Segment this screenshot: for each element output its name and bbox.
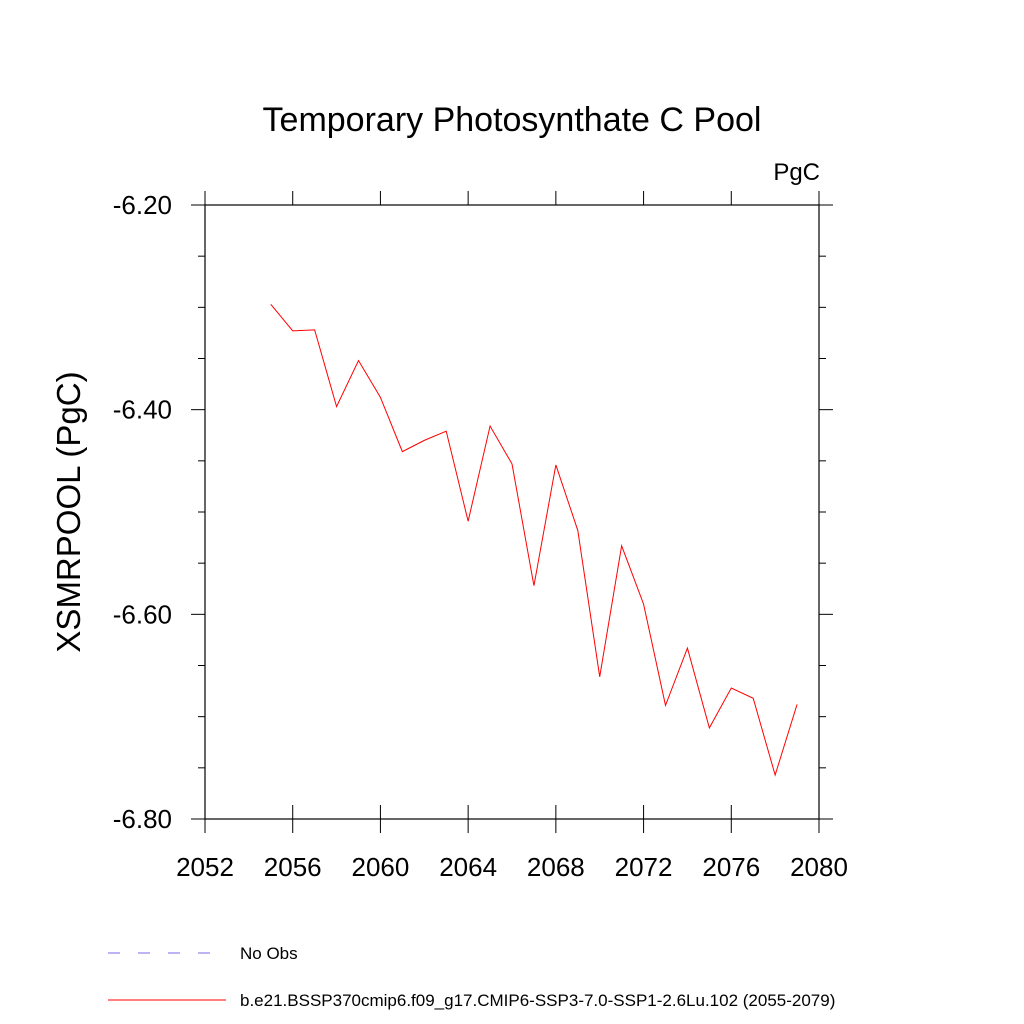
series-group — [270, 303, 798, 777]
x-tick-label: 2056 — [264, 852, 322, 882]
x-tick-label: 2076 — [702, 852, 760, 882]
y-tick-label: -6.60 — [113, 599, 172, 629]
legend-label: b.e21.BSSP370cmip6.f09_g17.CMIP6-SSP3-7.… — [240, 991, 835, 1010]
x-tick-label: 2060 — [352, 852, 410, 882]
legend-label: No Obs — [240, 944, 298, 963]
chart-title: Temporary Photosynthate C Pool — [263, 101, 762, 139]
axis-ticks — [191, 191, 833, 833]
units-label: PgC — [773, 159, 820, 186]
x-tick-label: 2072 — [615, 852, 673, 882]
y-tick-label: -6.20 — [113, 190, 172, 220]
y-axis-label: XSMRPOOL (PgC) — [50, 371, 87, 652]
x-tick-label: 2080 — [790, 852, 848, 882]
y-tick-label: -6.40 — [113, 395, 172, 425]
x-tick-label: 2068 — [527, 852, 585, 882]
legend: No Obs b.e21.BSSP370cmip6.f09_g17.CMIP6-S… — [108, 944, 835, 1010]
x-tick-label: 2052 — [176, 852, 234, 882]
x-tick-label: 2064 — [439, 852, 497, 882]
series-line — [270, 303, 798, 777]
y-tick-labels: -6.20 -6.40 -6.60 -6.80 — [113, 190, 172, 834]
plot-frame — [204, 204, 820, 820]
y-tick-label: -6.80 — [113, 804, 172, 834]
x-tick-labels: 2052 2056 2060 2064 2068 2072 2076 2080 — [176, 852, 848, 882]
